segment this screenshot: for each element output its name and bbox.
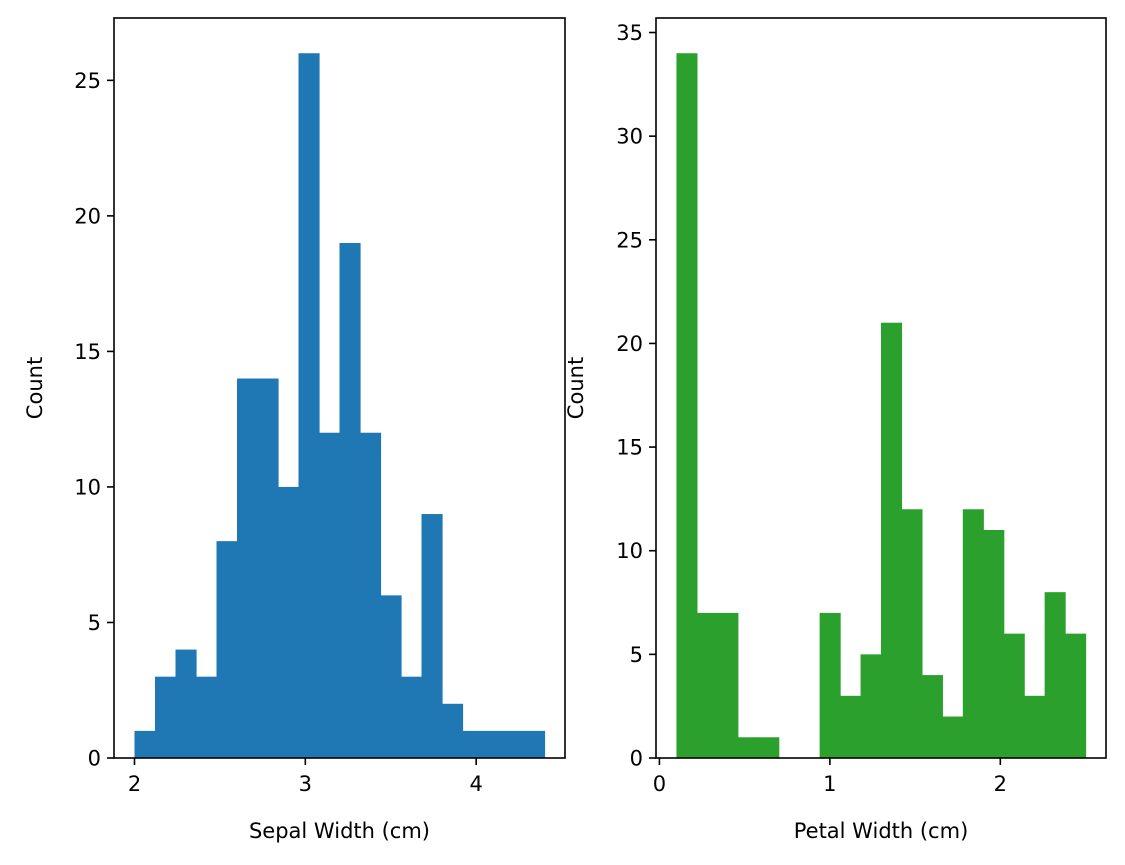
sepal-bar <box>524 730 546 758</box>
sepal-x-tick-label: 2 <box>128 772 141 796</box>
sepal-bar <box>442 703 464 758</box>
petal-bar <box>696 612 718 758</box>
petal-y-tick-label: 10 <box>616 539 643 563</box>
petal-bar <box>881 322 903 758</box>
sepal-bar <box>421 514 443 758</box>
petal-x-tick-label: 0 <box>653 772 666 796</box>
petal-y-tick-label: 0 <box>630 747 643 771</box>
petal-bar <box>983 529 1005 758</box>
petal-axes-frame <box>655 17 1107 759</box>
petal-y-tick-label: 20 <box>616 332 643 356</box>
petal-bar <box>921 675 943 758</box>
petal-y-tick-label: 25 <box>616 228 643 252</box>
sepal-bar <box>298 53 320 759</box>
petal-bar <box>717 612 739 758</box>
sepal-axes-frame <box>113 17 566 759</box>
sepal-bar <box>380 595 402 758</box>
sepal-y-ticks: 0 5 10 15 20 25 <box>74 69 114 771</box>
petal-bars <box>676 53 1087 759</box>
sepal-bar <box>155 676 177 758</box>
sepal-y-tick-label: 20 <box>74 204 101 228</box>
petal-bar <box>860 654 882 758</box>
sepal-y-axis-label: Count <box>23 357 47 419</box>
sepal-bar <box>503 730 525 758</box>
sepal-y-tick-label: 0 <box>88 747 101 771</box>
petal-y-tick-label: 30 <box>616 125 643 149</box>
petal-x-tick-label: 2 <box>994 772 1007 796</box>
petal-x-axis-label: Petal Width (cm) <box>794 819 969 843</box>
petal-bar <box>840 695 862 758</box>
petal-bar <box>1024 695 1046 758</box>
petal-bar <box>758 737 780 758</box>
sepal-y-tick-label: 10 <box>74 475 101 499</box>
petal-bar <box>737 737 759 758</box>
sepal-bar <box>319 432 341 758</box>
sepal-bar <box>462 730 484 758</box>
petal-y-tick-label: 5 <box>630 643 643 667</box>
sepal-bar <box>237 378 259 758</box>
petal-bar <box>819 612 841 758</box>
petal-bar <box>1065 633 1087 758</box>
sepal-x-axis-label: Sepal Width (cm) <box>249 819 430 843</box>
petal-bar <box>942 716 964 758</box>
sepal-bar <box>134 730 156 758</box>
sepal-bar <box>483 730 505 758</box>
sepal-y-tick-label: 25 <box>74 69 101 93</box>
sepal-bar <box>175 649 197 758</box>
sepal-bar <box>360 432 382 758</box>
sepal-bar <box>401 676 423 758</box>
petal-bar <box>676 53 698 759</box>
petal-y-tick-label: 35 <box>616 21 643 45</box>
sepal-bar <box>216 541 238 758</box>
petal-width-histogram: 0 1 2 0 5 10 15 20 25 30 35 Petal Width (cm) Coun… <box>564 17 1107 843</box>
sepal-x-tick-label: 3 <box>299 772 312 796</box>
sepal-y-tick-label: 15 <box>74 340 101 364</box>
sepal-x-tick-label: 4 <box>469 772 482 796</box>
petal-x-ticks: 0 1 2 <box>653 758 1007 796</box>
sepal-bar <box>196 676 218 758</box>
petal-y-tick-label: 15 <box>616 436 643 460</box>
sepal-x-ticks: 2 3 4 <box>128 758 483 796</box>
petal-bar <box>901 509 923 758</box>
sepal-bar <box>278 486 300 758</box>
sepal-bar <box>257 378 279 758</box>
petal-y-axis-label: Count <box>564 357 588 419</box>
sepal-bar <box>339 242 361 759</box>
petal-y-ticks: 0 5 10 15 20 25 30 35 <box>616 21 656 771</box>
sepal-bars <box>134 53 546 759</box>
petal-x-tick-label: 1 <box>823 772 836 796</box>
petal-bar <box>1003 633 1025 758</box>
sepal-width-histogram: 2 3 4 0 5 10 15 20 25 Sepal Width (cm) Count <box>23 17 566 843</box>
petal-bar <box>1044 592 1066 758</box>
petal-bar <box>962 509 984 758</box>
sepal-y-tick-label: 5 <box>88 611 101 635</box>
